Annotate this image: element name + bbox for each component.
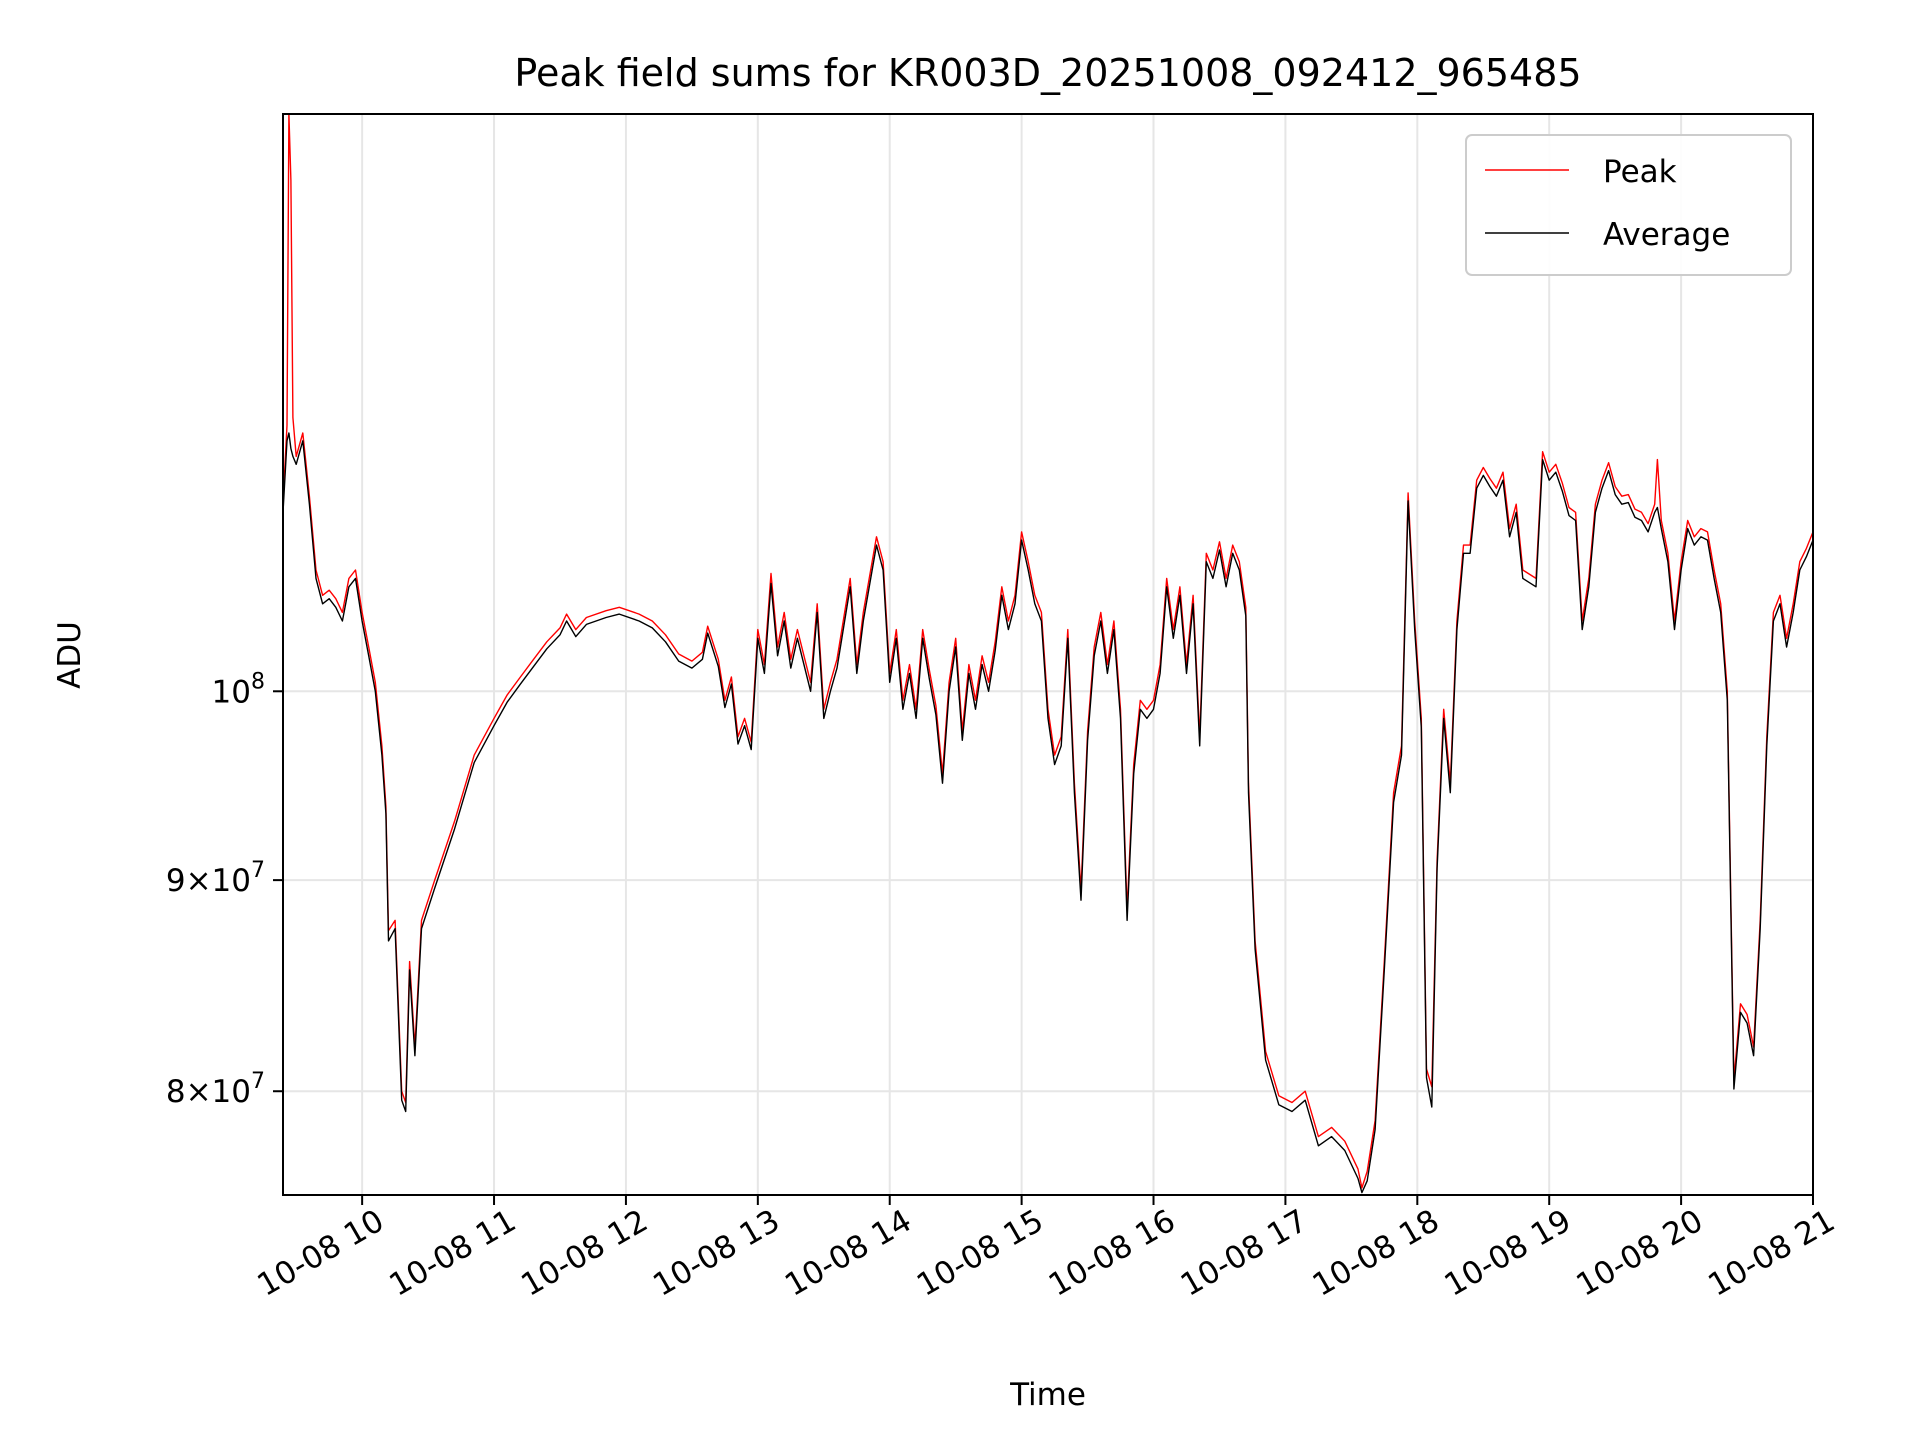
y-axis-ticks: 8×107 9×107 108: [166, 669, 283, 1110]
plot-frame: [282, 113, 1814, 1196]
legend-peak-label: Peak: [1603, 154, 1677, 190]
x-axis-label: Time: [1009, 1377, 1086, 1413]
y-tick-label: 9×107: [166, 858, 265, 899]
y-gridlines: [283, 690, 1813, 1093]
legend-average-label: Average: [1603, 217, 1730, 253]
y-tick-label: 8×107: [166, 1069, 265, 1110]
series-average-line: [283, 432, 1813, 1194]
series-peak-line: [283, 114, 1813, 1189]
chart-title: Peak field sums for KR003D_20251008_0924…: [514, 51, 1581, 95]
y-tick-label: 108: [212, 669, 265, 710]
plot-area: [283, 114, 1813, 1195]
x-gridlines: [361, 114, 1814, 1195]
legend: Peak Average: [1465, 134, 1792, 276]
y-axis-label: ADU: [52, 621, 88, 689]
